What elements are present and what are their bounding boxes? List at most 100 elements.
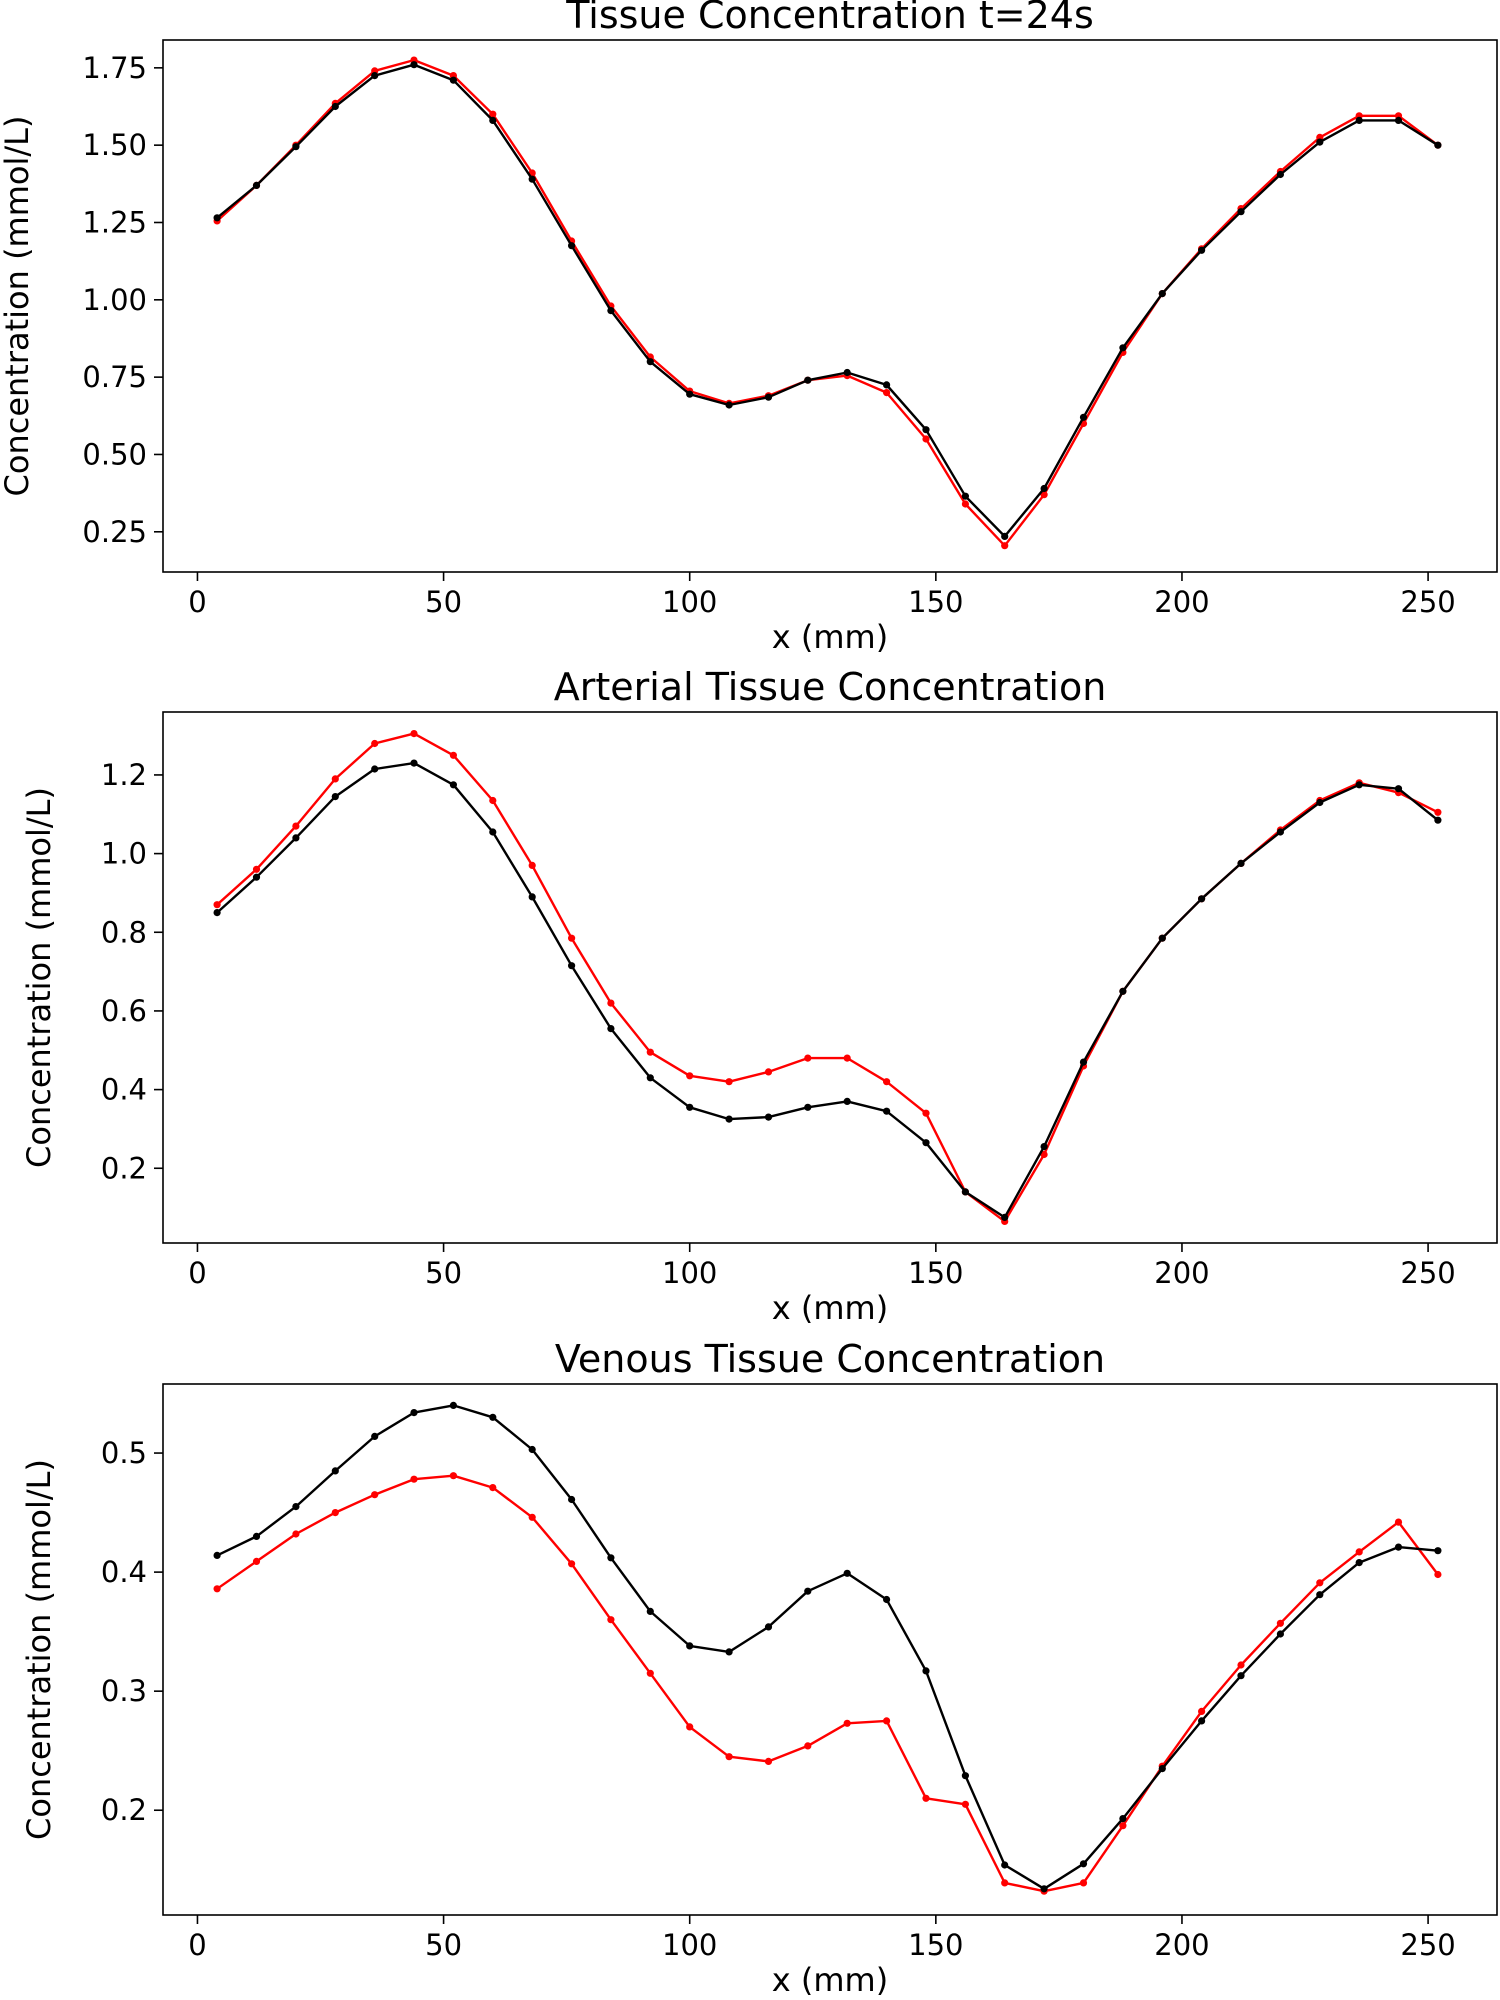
data-point <box>371 765 379 773</box>
data-point <box>1434 1570 1442 1579</box>
data-point <box>1079 1860 1088 1868</box>
y-tick-label: 0.25 <box>82 515 147 549</box>
data-point <box>568 242 576 250</box>
data-point <box>764 1623 773 1631</box>
data-point <box>1434 141 1442 149</box>
x-tick-label: 200 <box>1154 1928 1209 1962</box>
data-point <box>922 1109 930 1117</box>
data-point <box>528 1445 536 1454</box>
data-point <box>1355 116 1363 124</box>
data-point <box>252 1532 261 1540</box>
data-point <box>1198 895 1206 903</box>
data-point <box>646 1048 654 1056</box>
data-point <box>292 1530 300 1538</box>
data-point <box>1434 816 1442 824</box>
data-point <box>725 401 733 409</box>
data-point <box>1394 116 1403 124</box>
data-point <box>883 1107 891 1115</box>
data-point <box>292 143 300 151</box>
data-point <box>1316 798 1324 807</box>
data-point <box>646 1669 654 1677</box>
axes-frame <box>162 39 1498 573</box>
data-point <box>528 893 536 901</box>
data-point <box>1237 208 1245 216</box>
data-point <box>1158 290 1166 298</box>
data-point <box>1276 828 1284 836</box>
data-point <box>1040 1143 1048 1151</box>
y-tick-label: 0.2 <box>101 1151 147 1185</box>
x-tick-label: 50 <box>425 1928 462 1962</box>
y-tick-label: 0.5 <box>101 1436 147 1470</box>
x-tick-label: 0 <box>188 1928 206 1962</box>
data-point <box>1237 1661 1245 1669</box>
data-point <box>1001 532 1009 541</box>
data-point <box>528 861 536 870</box>
data-point <box>1001 1213 1009 1221</box>
y-tick-label: 1.50 <box>82 128 147 162</box>
data-point <box>213 214 221 222</box>
data-point <box>686 1723 694 1731</box>
axes-frame <box>162 711 1498 1244</box>
series-1 <box>213 1472 1442 1895</box>
data-point <box>607 1616 615 1624</box>
data-point <box>646 1074 654 1082</box>
data-point <box>1355 1548 1363 1556</box>
data-point <box>331 1509 339 1517</box>
x-tick-label: 150 <box>908 1928 963 1962</box>
data-point <box>1198 1717 1206 1725</box>
data-point <box>252 181 261 189</box>
data-point <box>1119 344 1127 352</box>
x-tick-label: 0 <box>188 585 206 619</box>
series-line <box>216 761 1439 1219</box>
data-point <box>607 1025 615 1033</box>
data-point <box>1198 246 1206 254</box>
series-2 <box>213 1401 1442 1893</box>
data-point <box>607 999 615 1007</box>
data-point <box>804 1054 812 1062</box>
series-line <box>216 63 1439 538</box>
y-tick-label: 1.0 <box>101 837 147 871</box>
data-point <box>449 751 457 759</box>
data-point <box>410 61 418 69</box>
y-tick-label: 0.50 <box>82 437 147 471</box>
data-point <box>213 1585 221 1593</box>
y-tick-label: 1.75 <box>82 51 147 85</box>
data-point <box>489 828 497 836</box>
x-tick-label: 150 <box>908 1256 963 1290</box>
data-point <box>922 1667 930 1675</box>
data-point <box>1237 1672 1245 1680</box>
data-point <box>410 730 418 738</box>
data-point <box>922 426 930 434</box>
data-point <box>252 865 261 873</box>
data-point <box>686 1103 694 1111</box>
y-axis-label: Concentration (mmol/L) <box>20 787 58 1168</box>
data-point <box>1394 1518 1403 1526</box>
data-point <box>252 873 261 881</box>
data-point <box>489 1484 497 1492</box>
data-point <box>764 1757 773 1765</box>
data-point <box>686 1642 694 1650</box>
data-point <box>371 1432 379 1440</box>
data-point <box>1316 1591 1324 1599</box>
data-point <box>410 1475 418 1483</box>
data-point <box>1040 491 1048 499</box>
data-point <box>607 1554 615 1562</box>
data-point <box>922 1794 930 1802</box>
data-point <box>725 1753 733 1761</box>
data-point <box>804 1742 812 1750</box>
data-point <box>1158 1765 1166 1773</box>
y-tick-label: 1.00 <box>82 283 147 317</box>
x-tick-label: 250 <box>1400 1928 1455 1962</box>
data-point <box>1276 1630 1284 1638</box>
x-axis-label: x (mm) <box>772 1289 888 1327</box>
data-point <box>1079 413 1088 421</box>
axes-frame <box>162 1383 1498 1916</box>
data-point <box>843 1097 851 1105</box>
data-point <box>213 901 221 909</box>
data-point <box>331 775 339 783</box>
x-axis-label: x (mm) <box>772 618 888 656</box>
chart-2: Arterial Tissue Concentration 0 50 100 150 20… <box>20 665 1498 1327</box>
data-point <box>213 1551 221 1559</box>
data-point <box>1079 1058 1088 1066</box>
series-2 <box>213 61 1442 541</box>
